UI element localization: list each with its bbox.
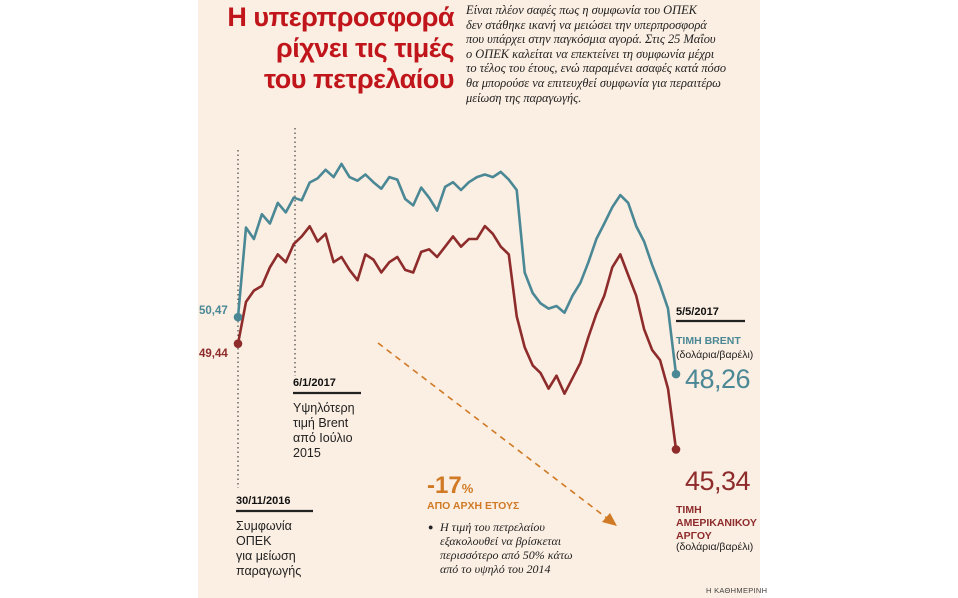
peak-note: Υψηλότερη τιμή Brent από Ιούλιο 2015 — [293, 401, 355, 461]
brent-series-name: ΤΙΜΗ BRENT — [676, 335, 741, 347]
peak-note-line: Υψηλότερη — [293, 401, 355, 415]
series-layer — [236, 162, 678, 450]
brent-unit: (δολάρια/βαρέλι) — [676, 349, 754, 361]
agreement-note: Συμφωνία ΟΠΕΚ για μείωση παραγωγής — [236, 519, 301, 579]
change-value: -17 — [427, 472, 462, 499]
intro-text: Είναι πλέον σαφές πως η συμφωνία του ΟΠΕ… — [466, 3, 758, 105]
wti-start-value: 49,44 — [199, 348, 228, 360]
change-note-line: περισσότερο από 50% κάτω — [440, 548, 573, 562]
wti-end-value: 45,34 — [685, 466, 751, 496]
marker-layer — [233, 312, 681, 454]
agreement-note-line: για μείωση — [236, 549, 296, 563]
agreement-date: 30/11/2016 — [236, 495, 291, 507]
intro-line: που υπάρχει στην παγκόσμια αγορά. Στις 2… — [466, 32, 716, 47]
change-subtitle: ΑΠΟ ΑΡΧΗ ΕΤΟΥΣ — [427, 500, 520, 512]
intro-line: μείωση της παραγωγής. — [466, 90, 582, 105]
wti-name-line: ΑΜΕΡΙΚΑΝΙΚΟΥ — [676, 517, 757, 529]
intro-line: Είναι πλέον σαφές πως η συμφωνία του ΟΠΕ… — [466, 3, 697, 17]
latest-date: 5/5/2017 — [676, 306, 719, 318]
headline-line-1: Η υπερπροσφορά — [227, 2, 454, 32]
intro-line: δεν στάθηκε ικανή να μειώσει την υπερπρο… — [466, 17, 707, 32]
brent-price-line — [236, 162, 678, 375]
change-note-line: από το υψηλό του 2014 — [440, 562, 551, 576]
peak-note-line: από Ιούλιο — [293, 431, 353, 445]
change-symbol: % — [461, 481, 474, 496]
change-note: ● Η τιμή του πετρελαίου εξακολουθεί να β… — [428, 520, 573, 576]
wti-unit: (δολάρια/βαρέλι) — [676, 541, 754, 553]
annotation-lines — [236, 128, 745, 513]
change-note-line: Η τιμή του πετρελαίου — [440, 520, 545, 534]
agreement-note-line: Συμφωνία — [236, 519, 292, 533]
wti-name-line: ΤΙΜΗ — [676, 504, 702, 516]
change-note-line: εξακολουθεί να βρίσκεται — [440, 534, 562, 548]
wti-name-line: ΑΡΓΟΥ — [676, 530, 712, 542]
agreement-note-line: ΟΠΕΚ — [236, 534, 272, 548]
brent-start-value: 50,47 — [199, 305, 228, 317]
chart-panel — [198, 0, 760, 598]
change-percent: -17% — [427, 472, 473, 500]
agreement-note-line: παραγωγής — [236, 564, 302, 578]
intro-line: θα μπορούσε να επιτευχθεί συμφωνία για π… — [466, 75, 721, 90]
source-credit: Η ΚΑΘΗΜΕΡΙΝΗ — [706, 586, 768, 595]
peak-note-line: 2015 — [293, 446, 321, 460]
wti-end-marker — [671, 445, 681, 454]
peak-date: 6/1/2017 — [293, 377, 336, 389]
wti-series-name: ΤΙΜΗ ΑΜΕΡΙΚΑΝΙΚΟΥ ΑΡΓΟΥ — [676, 504, 757, 543]
wti-price-line — [236, 224, 678, 450]
headline: Η υπερπροσφορά ρίχνει τις τιμές του πετρ… — [200, 2, 454, 95]
intro-line: το τέλος του έτους, ενώ παραμένει ασαφές… — [466, 61, 727, 76]
brent-start-marker — [233, 312, 243, 322]
brent-end-value: 48,26 — [685, 364, 751, 394]
headline-line-2: ρίχνει τις τιμές — [276, 33, 454, 63]
brent-end-marker — [671, 369, 681, 379]
downtrend-arrow — [377, 342, 613, 523]
wti-start-marker — [233, 339, 243, 348]
bullet-icon: ● — [428, 522, 434, 532]
intro-line: ο ΟΠΕΚ καλείται να επεκτείνει τη συμφωνί… — [466, 46, 715, 61]
headline-line-3: του πετρελαίου — [263, 64, 455, 94]
downtrend-arrowhead — [602, 513, 617, 526]
peak-note-line: τιμή Brent — [293, 416, 349, 430]
